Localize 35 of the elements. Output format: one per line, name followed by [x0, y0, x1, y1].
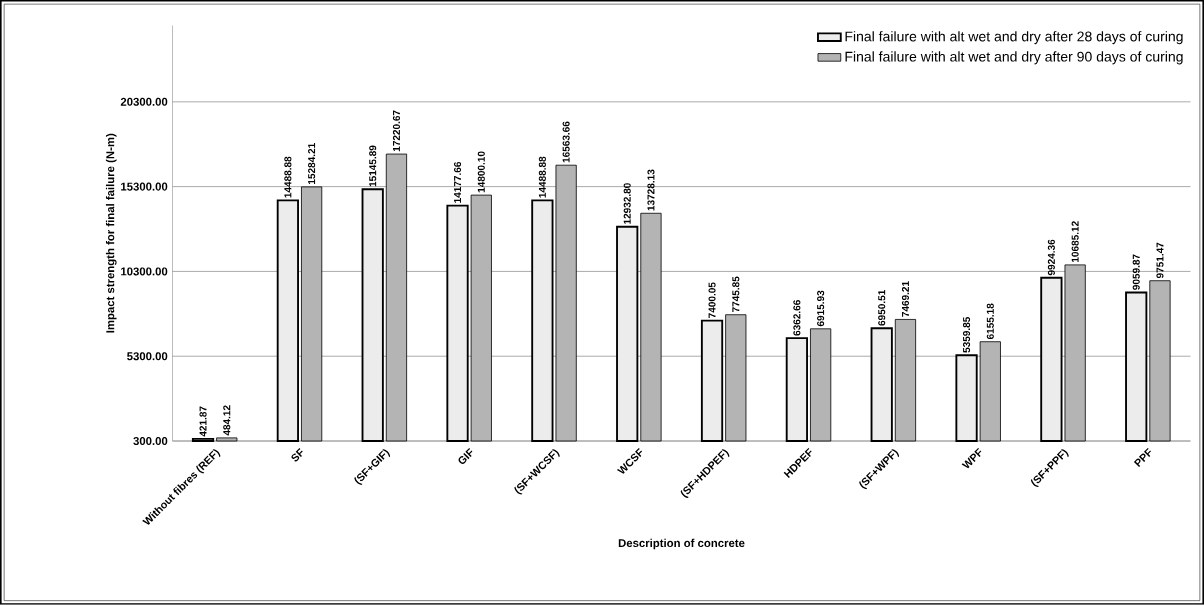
data-label: 9751.47 — [1156, 242, 1164, 279]
y-tick-label: 10300.00 — [121, 267, 168, 276]
data-label: 9059.87 — [1132, 254, 1140, 290]
data-label: 6950.51 — [878, 290, 886, 326]
y-tick-label: 300.00 — [133, 437, 168, 446]
y-tick-label: 5300.00 — [127, 352, 168, 361]
data-label: 7469.21 — [901, 281, 910, 317]
data-label: 421.87 — [199, 406, 207, 437]
data-label: 16563.66 — [562, 121, 570, 163]
data-label: 6155.18 — [986, 303, 994, 340]
y-tick-label: 20300.00 — [120, 97, 168, 106]
data-label: 13728.13 — [647, 169, 655, 211]
data-label: 10685.12 — [1071, 221, 1079, 263]
data-label: 14488.88 — [284, 156, 292, 198]
data-label: 17220.67 — [392, 110, 401, 152]
data-label: 7745.85 — [732, 276, 740, 313]
data-label: 9924.36 — [1047, 239, 1055, 276]
legend-label: Final failure with alt wet and dry after 28 days of curing — [845, 31, 1183, 45]
data-label: 12932.80 — [623, 183, 631, 224]
data-label: 14800.10 — [477, 151, 485, 193]
data-label: 14488.88 — [538, 156, 546, 198]
y-tick-label: 15300.00 — [121, 182, 168, 191]
y-axis-title: Impact strength for final failure (N-m) — [105, 133, 117, 333]
x-axis-title: Description of concrete — [618, 538, 745, 550]
data-label: 14177.66 — [453, 162, 462, 203]
x-tick-label: GIF — [458, 448, 473, 465]
data-label: 6362.66 — [793, 300, 801, 336]
data-label: 6915.93 — [817, 290, 825, 327]
x-tick-label: SF — [291, 448, 303, 462]
data-label: 7400.05 — [708, 282, 716, 318]
data-label: 5359.85 — [962, 317, 971, 353]
data-label: 15145.89 — [369, 145, 377, 187]
data-label: 484.12 — [223, 405, 231, 436]
data-label: 15284.21 — [308, 143, 316, 185]
legend-label: Final failure with alt wet and dry after 90 days of curing — [845, 51, 1183, 65]
